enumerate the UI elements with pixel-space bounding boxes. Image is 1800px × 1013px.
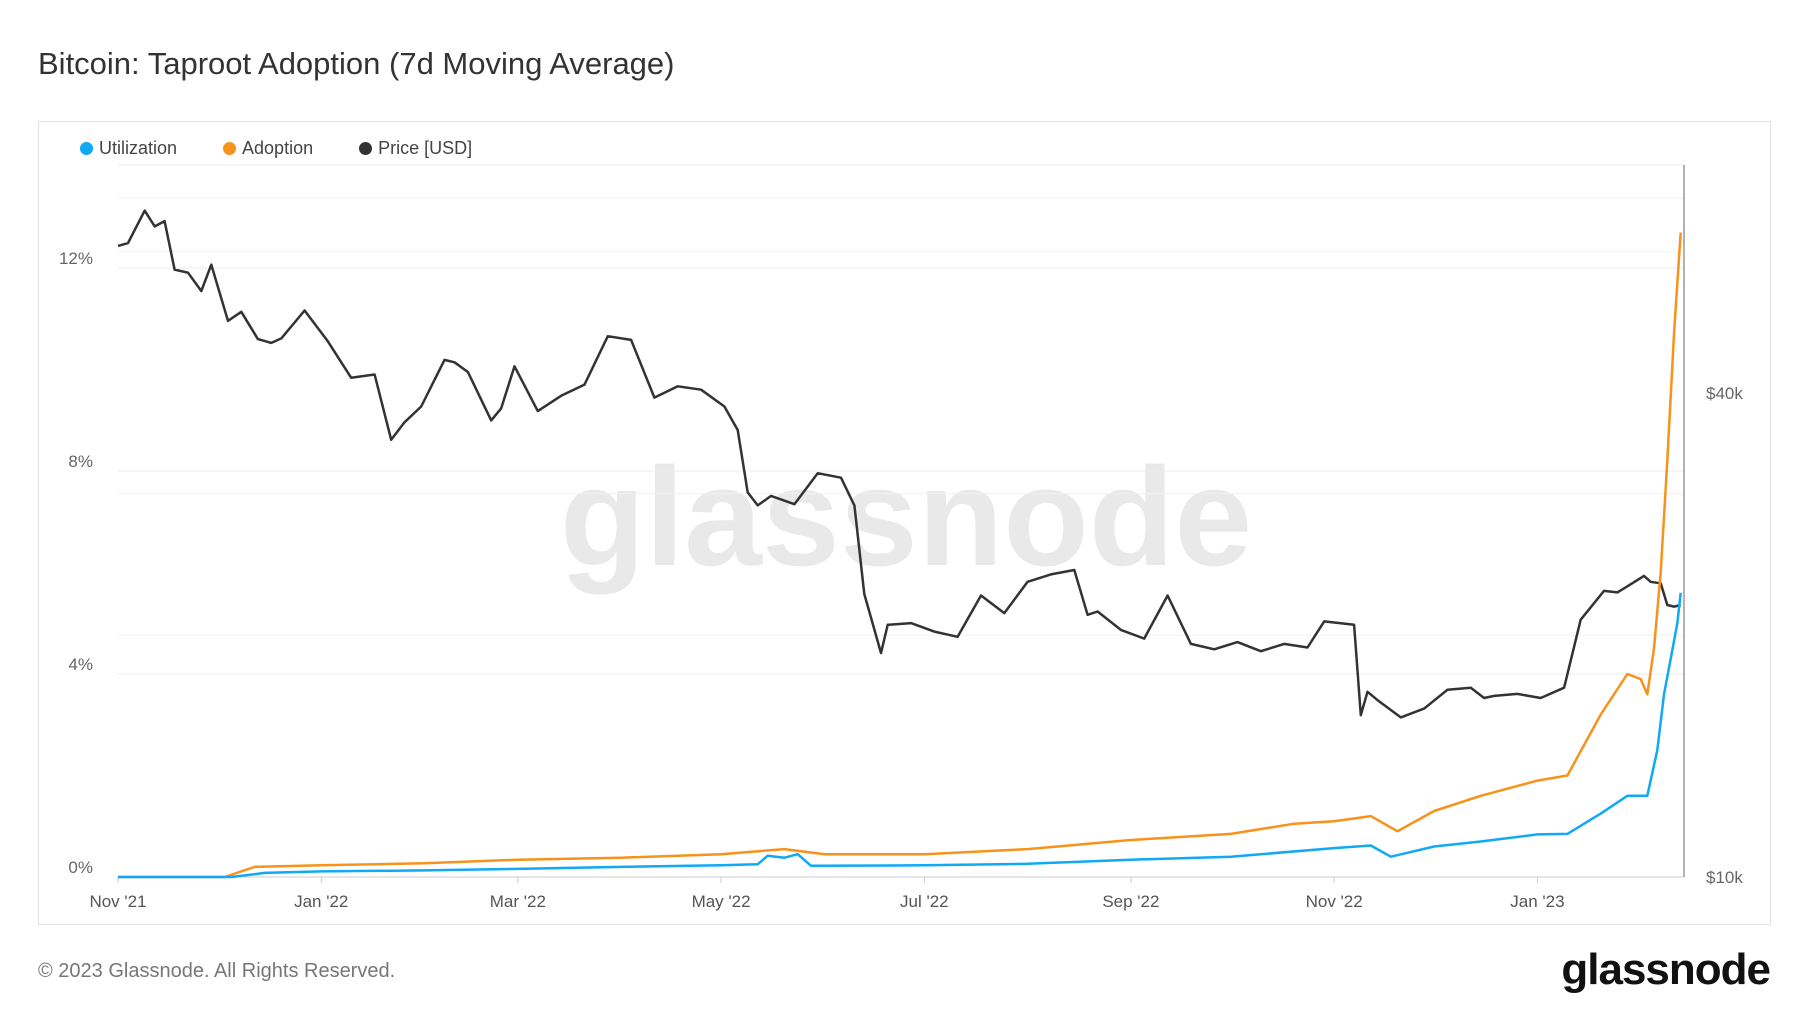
y-right-tick-label: $10k [1706,868,1743,887]
legend-dot-icon [80,142,93,155]
y-left-tick-label: 4% [68,655,93,674]
series-line-utilization [118,592,1682,879]
x-tick-label: Jul '22 [900,892,949,911]
legend-label: Utilization [99,138,178,158]
x-tick-label: Jan '23 [1510,892,1564,911]
x-tick-label: Nov '22 [1306,892,1363,911]
legend-item-utilization[interactable]: Utilization [80,138,177,159]
chart-frame [38,121,1771,925]
x-tick-label: Mar '22 [490,892,546,911]
legend-item-adoption[interactable]: Adoption [223,138,313,159]
legend: Utilization Adoption Price [USD] [80,138,472,159]
legend-item-price[interactable]: Price [USD] [359,138,472,159]
legend-label: Adoption [242,138,314,158]
legend-dot-icon [359,142,373,155]
x-tick-label: May '22 [692,892,751,911]
x-tick-label: Nov '21 [89,892,146,911]
series-line-adoption [118,232,1682,879]
glassnode-logo: glassnode [1561,945,1771,994]
y-left-tick-label: 8% [68,452,93,471]
series-line-price-usd [117,209,1681,719]
chart-title: Bitcoin: Taproot Adoption (7d Moving Ave… [38,46,675,81]
y-left-tick-label: 12% [59,249,93,268]
x-tick-label: Jan '22 [294,892,348,911]
legend-dot-icon [223,142,237,155]
legend-label: Price [USD] [378,138,473,158]
y-right-tick-label: $40k [1706,384,1743,403]
x-tick-label: Sep '22 [1102,892,1159,911]
copyright-footer: © 2023 Glassnode. All Rights Reserved. [38,960,396,982]
watermark: glassnode [560,438,1252,595]
y-left-tick-label: 0% [68,858,93,877]
